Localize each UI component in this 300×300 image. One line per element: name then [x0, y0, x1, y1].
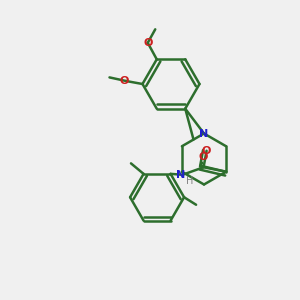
Text: N: N — [176, 170, 186, 180]
Text: O: O — [143, 38, 152, 48]
Text: O: O — [120, 76, 129, 86]
Text: O: O — [199, 152, 208, 162]
Text: H: H — [186, 176, 194, 186]
Text: O: O — [202, 146, 211, 156]
Text: N: N — [200, 128, 208, 139]
